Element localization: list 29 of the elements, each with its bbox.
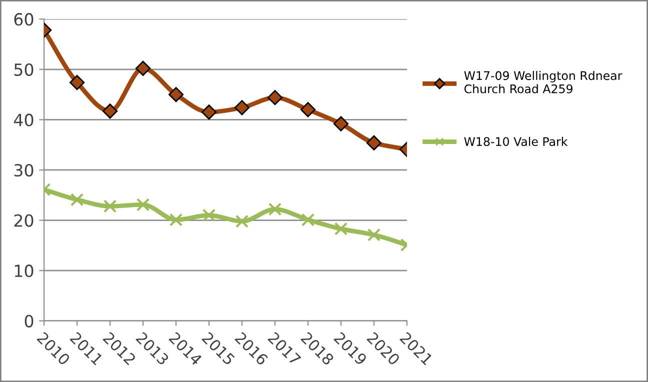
legend-label: W18-10 Vale Park bbox=[464, 136, 568, 146]
point bbox=[69, 74, 85, 90]
point bbox=[234, 100, 250, 116]
point bbox=[135, 60, 151, 76]
point bbox=[102, 104, 118, 119]
point bbox=[268, 202, 282, 216]
point bbox=[70, 193, 84, 206]
legend-label: W17-09 Wellington Rdnear Church Road A259 bbox=[464, 70, 622, 94]
y-tick-label: 40 bbox=[14, 114, 34, 126]
point bbox=[301, 213, 315, 226]
point bbox=[367, 228, 381, 242]
y-tick-label: 10 bbox=[14, 264, 34, 278]
y-tick-label: 50 bbox=[14, 63, 34, 76]
point bbox=[366, 135, 382, 150]
point bbox=[267, 90, 283, 106]
y-tick-label: 20 bbox=[14, 214, 34, 227]
point bbox=[136, 198, 150, 212]
point bbox=[333, 116, 349, 132]
point bbox=[202, 208, 216, 222]
point bbox=[334, 222, 348, 236]
point bbox=[168, 86, 184, 102]
point bbox=[300, 102, 316, 118]
y-tick-label: 0 bbox=[24, 314, 34, 328]
y-tick-label: 30 bbox=[14, 164, 34, 177]
point bbox=[103, 200, 117, 213]
point bbox=[169, 213, 183, 226]
y-tick-label: 60 bbox=[14, 13, 34, 26]
point bbox=[235, 214, 249, 228]
point bbox=[201, 104, 217, 120]
